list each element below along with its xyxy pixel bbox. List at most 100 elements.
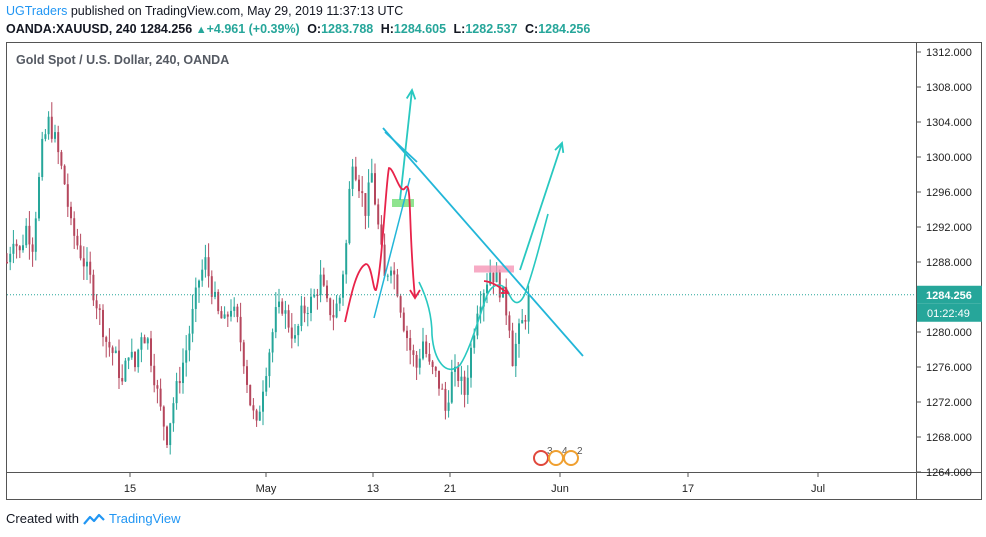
candle-body — [258, 411, 261, 421]
candle-body — [66, 184, 69, 207]
candle-body — [239, 316, 242, 343]
candle-body — [374, 173, 376, 205]
candle-body — [210, 276, 213, 297]
candle-body — [505, 287, 508, 316]
candle-body — [111, 347, 114, 354]
candle-body — [479, 306, 482, 314]
time-tick-label: 21 — [444, 483, 456, 495]
candle-body — [294, 335, 296, 339]
price-tick-label: 1308.000 — [926, 82, 972, 94]
candle-body — [306, 312, 309, 314]
tradingview-link[interactable]: TradingView — [108, 511, 181, 526]
candle-body — [348, 188, 351, 244]
candle-body — [156, 385, 159, 389]
candle-body — [281, 301, 284, 314]
candle-body — [508, 315, 511, 331]
candle-body — [415, 354, 418, 368]
low-label: L: — [453, 22, 466, 36]
candle-body — [351, 166, 354, 189]
countdown-label: 01:22:49 — [927, 308, 970, 320]
candle-body — [377, 204, 380, 225]
candle-body — [18, 246, 21, 251]
candle-body — [418, 358, 421, 368]
candle-body — [105, 337, 108, 342]
price-tick-label: 1276.000 — [926, 362, 972, 374]
candle-body — [34, 218, 37, 252]
candle-body — [15, 243, 18, 247]
candle-body — [482, 293, 485, 307]
candle-body — [194, 287, 197, 309]
candle-body — [159, 388, 162, 407]
candle-body — [386, 275, 389, 277]
candle-body — [114, 350, 117, 354]
candle-body — [370, 173, 373, 183]
candle-body — [438, 370, 440, 389]
candle-body — [70, 206, 72, 219]
candle-body — [470, 347, 472, 378]
candle-body — [22, 245, 24, 251]
candle-body — [322, 274, 325, 286]
price-tick-label: 1296.000 — [926, 187, 972, 199]
candle-body — [178, 381, 181, 384]
candle-body — [524, 320, 527, 322]
candle-body — [406, 330, 408, 339]
candle-body — [268, 352, 271, 377]
high-label: H: — [380, 22, 394, 36]
candle-body — [76, 235, 79, 246]
price-tick-label: 1280.000 — [926, 327, 972, 339]
time-tick-label: 17 — [682, 483, 694, 495]
candle-body — [86, 261, 88, 267]
candle-body — [303, 305, 306, 314]
target-arrow — [519, 142, 563, 271]
candle-body — [473, 335, 476, 348]
candles-layer — [6, 102, 530, 455]
low-value: 1282.537 — [465, 22, 518, 36]
time-tick-label: Jun — [551, 483, 569, 495]
candle-body — [518, 323, 520, 344]
close-value: 1284.256 — [538, 22, 591, 36]
candle-body — [431, 361, 434, 367]
open-value: 1283.788 — [321, 22, 374, 36]
candle-body — [338, 297, 341, 304]
candle-body — [447, 402, 450, 411]
candle-body — [249, 384, 252, 406]
candle-body — [262, 391, 264, 412]
red-pullback-head — [501, 286, 510, 294]
candle-body — [60, 152, 63, 166]
candle-body — [310, 296, 312, 313]
candle-body — [290, 327, 293, 339]
time-tick-label: Jul — [811, 483, 825, 495]
event-flag-icon — [548, 450, 564, 466]
candle-body — [41, 138, 44, 178]
author-link[interactable]: UGTraders — [6, 4, 68, 18]
event-count: 2 — [577, 446, 583, 457]
candle-body — [182, 362, 184, 384]
candle-body — [399, 296, 402, 313]
symbol-label: OANDA:XAUUSD, 240 — [6, 22, 137, 36]
candle-body — [226, 314, 229, 317]
target-arrow-head — [554, 141, 565, 154]
candle-body — [278, 301, 280, 308]
candle-body — [191, 308, 194, 334]
candle-body — [489, 272, 492, 285]
event-count: 4 — [562, 446, 568, 457]
candle-body — [44, 134, 47, 139]
candle-body — [252, 405, 255, 411]
candle-body — [198, 280, 200, 288]
candle-body — [9, 253, 12, 263]
candle-body — [217, 291, 220, 312]
candle-body — [95, 300, 98, 309]
candle-body — [396, 274, 399, 297]
candle-body — [6, 262, 8, 263]
time-tick-label: May — [256, 483, 277, 495]
candle-body — [495, 272, 498, 283]
candle-body — [492, 272, 495, 283]
price-change: +4.961 (+0.39%) — [206, 22, 300, 36]
event-count: 3 — [547, 446, 553, 457]
candle-body — [134, 351, 136, 368]
price-tick-label: 1292.000 — [926, 222, 972, 234]
candle-body — [271, 332, 274, 353]
candle-body — [82, 258, 85, 267]
candle-body — [108, 341, 111, 348]
